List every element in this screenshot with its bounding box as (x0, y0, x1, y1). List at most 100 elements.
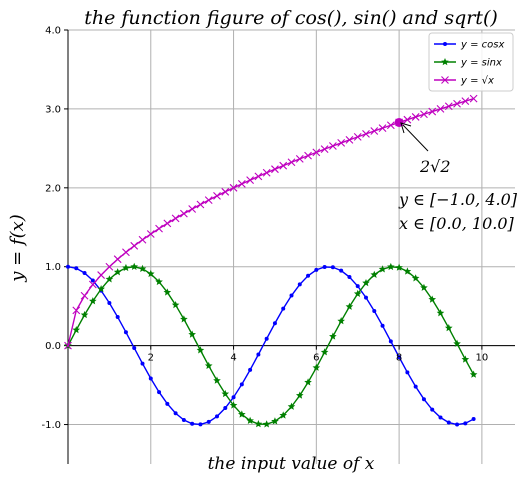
data-point-cos (405, 370, 410, 375)
data-point-sqrt (64, 341, 72, 350)
data-point-sin (287, 402, 296, 410)
data-point-cos (272, 321, 277, 326)
data-point-sqrt (155, 224, 163, 233)
x-axis-label: the input value of x (208, 454, 375, 474)
data-point-cos (264, 336, 269, 341)
data-point-sin (436, 309, 445, 317)
data-point-cos (206, 419, 211, 424)
data-point-sqrt (196, 200, 205, 209)
x-tick-label: 6 (313, 353, 319, 364)
data-point-sqrt (188, 205, 197, 213)
data-point-cos (463, 421, 468, 426)
series-sin (64, 262, 478, 428)
y-tick-label: 1.0 (45, 262, 61, 273)
data-point-sqrt (171, 214, 180, 223)
data-point-cos (132, 345, 137, 350)
data-point-sin (420, 283, 428, 291)
data-point-sqrt (353, 132, 362, 141)
data-point-sqrt (271, 165, 279, 174)
data-point-sin (279, 411, 288, 419)
data-point-cos (455, 422, 460, 427)
data-point-sin (229, 401, 238, 409)
data-point-sqrt (370, 127, 379, 135)
data-point-sqrt (204, 196, 213, 205)
data-point-sin (113, 268, 122, 276)
data-point-cos (397, 355, 402, 360)
data-point-sin (403, 267, 412, 275)
series-layer (64, 94, 478, 428)
data-point-sin (196, 346, 205, 354)
data-point-cos (446, 420, 451, 425)
data-point-sin (72, 325, 81, 334)
data-point-sin (295, 391, 304, 399)
data-point-sqrt (362, 130, 370, 138)
data-point-sin (444, 324, 453, 332)
annotation-sqrt-point: 2√2 (400, 122, 451, 176)
data-point-sin (353, 289, 362, 298)
data-point-cos (322, 265, 327, 270)
x-tick-label: 4 (230, 353, 236, 364)
data-point-cos (364, 295, 368, 300)
data-point-sqrt (444, 102, 453, 111)
legend-marker (443, 42, 447, 46)
data-point-cos (231, 395, 236, 400)
data-point-sin (221, 389, 230, 398)
data-point-sqrt (312, 148, 321, 157)
legend-item-sqrt: y = √x (434, 76, 494, 87)
data-point-sin (171, 300, 180, 309)
legend-marker (441, 58, 449, 66)
data-point-sin (122, 263, 130, 272)
data-point-sin (387, 262, 395, 271)
data-point-sqrt (295, 155, 304, 163)
data-point-sqrt (320, 145, 329, 154)
data-point-cos (339, 268, 344, 273)
legend-label: y = √x (460, 76, 494, 87)
x-tick-label: 8 (396, 353, 402, 364)
data-point-sqrt (428, 107, 437, 116)
annotation-y-range: y ∈ [−1.0, 4.0] (398, 190, 518, 209)
data-point-sqrt (420, 110, 428, 119)
data-point-sqrt (411, 113, 420, 121)
data-point-sin (378, 265, 387, 273)
legend-marker (441, 76, 449, 84)
data-point-cos (289, 293, 294, 298)
data-point-cos (388, 339, 393, 344)
data-point-sin (105, 275, 114, 283)
data-point-sin (461, 355, 470, 363)
legend-item-sin: y = sinx (434, 58, 502, 69)
data-point-cos (380, 323, 385, 328)
data-point-sqrt (179, 209, 188, 218)
data-point-cos (471, 417, 476, 422)
data-point-sqrt (213, 192, 221, 200)
data-point-sqrt (88, 280, 97, 289)
data-point-cos (90, 278, 95, 283)
data-point-cos (66, 264, 70, 269)
data-point-sqrt (122, 248, 130, 257)
data-point-sqrt (97, 271, 106, 279)
data-point-sqrt (386, 121, 395, 130)
data-point-sin (180, 315, 188, 323)
data-point-cos (181, 417, 186, 422)
y-tick-label: -1.0 (41, 420, 61, 431)
data-point-sin (370, 270, 379, 278)
series-sqrt (64, 94, 478, 350)
data-point-cos (372, 309, 377, 314)
data-point-sqrt (254, 172, 263, 181)
data-point-sqrt (246, 176, 255, 185)
data-point-sqrt (163, 219, 172, 228)
data-point-cos (306, 273, 311, 278)
data-point-sqrt (453, 99, 461, 108)
data-point-sin (271, 417, 279, 425)
data-point-sin (146, 269, 155, 278)
data-point-sqrt (80, 291, 89, 300)
data-point-cos (215, 414, 219, 419)
axes (64, 29, 515, 464)
legend-item-cos: y = cosx (434, 40, 504, 51)
data-point-sin (312, 363, 321, 371)
data-point-cos (190, 421, 195, 426)
data-point-cos (148, 376, 153, 381)
data-point-sin (395, 263, 403, 271)
data-point-sqrt (403, 115, 412, 124)
data-point-cos (115, 315, 120, 320)
data-point-sin (428, 295, 437, 303)
